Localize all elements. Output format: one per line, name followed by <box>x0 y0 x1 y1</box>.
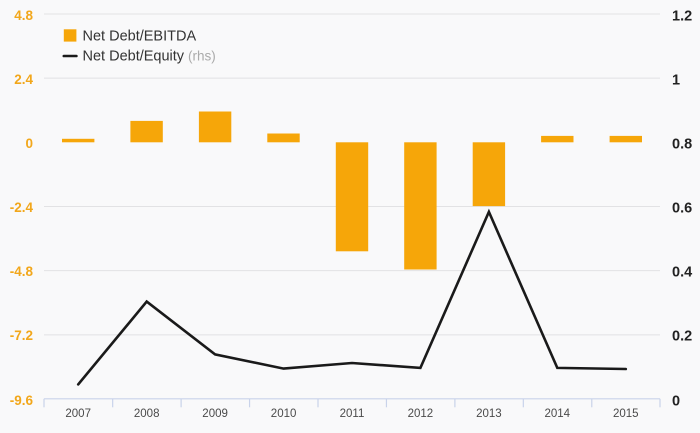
svg-text:(rhs): (rhs) <box>188 49 216 64</box>
svg-text:4.8: 4.8 <box>14 8 33 23</box>
svg-text:2010: 2010 <box>271 408 297 420</box>
svg-text:0.2: 0.2 <box>672 329 692 345</box>
svg-text:2009: 2009 <box>202 408 228 420</box>
svg-text:0: 0 <box>25 136 33 151</box>
svg-text:1: 1 <box>672 73 680 89</box>
svg-text:-7.2: -7.2 <box>10 328 33 343</box>
svg-text:2015: 2015 <box>613 408 639 420</box>
svg-text:-4.8: -4.8 <box>10 264 34 279</box>
svg-text:0.4: 0.4 <box>672 265 692 281</box>
svg-text:0.6: 0.6 <box>672 201 692 217</box>
svg-text:1.2: 1.2 <box>672 9 692 25</box>
svg-text:2013: 2013 <box>476 408 502 420</box>
svg-text:2007: 2007 <box>65 408 91 420</box>
svg-text:0: 0 <box>672 394 680 410</box>
svg-text:0.8: 0.8 <box>672 137 692 153</box>
svg-text:2011: 2011 <box>340 408 365 420</box>
svg-text:-2.4: -2.4 <box>10 200 34 215</box>
svg-text:2008: 2008 <box>134 408 160 420</box>
svg-text:2012: 2012 <box>408 408 434 420</box>
svg-text:2014: 2014 <box>545 408 571 420</box>
svg-text:Net Debt/EBITDA: Net Debt/EBITDA <box>83 29 197 45</box>
svg-text:Net Debt/Equity: Net Debt/Equity <box>83 49 185 65</box>
svg-text:-9.6: -9.6 <box>10 393 34 408</box>
svg-text:2.4: 2.4 <box>14 72 33 87</box>
